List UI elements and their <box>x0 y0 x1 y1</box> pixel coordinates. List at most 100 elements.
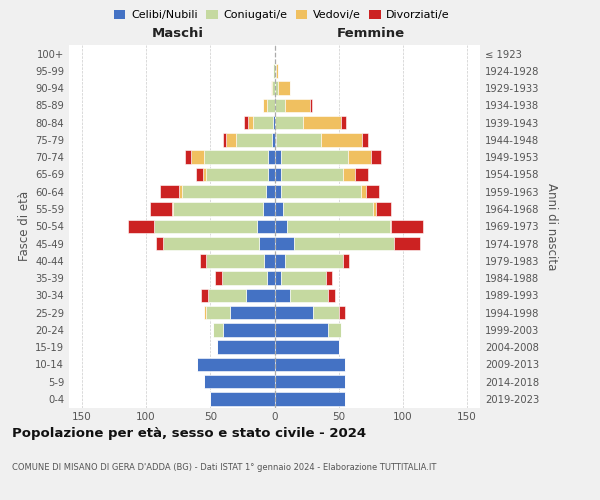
Bar <box>328 323 341 336</box>
Text: Femmine: Femmine <box>337 27 405 40</box>
Bar <box>313 306 339 320</box>
Bar <box>272 133 275 146</box>
Bar <box>275 168 281 181</box>
Bar <box>275 185 281 198</box>
Bar <box>310 98 312 112</box>
Bar <box>208 288 246 302</box>
Bar <box>200 254 206 268</box>
Bar <box>281 185 361 198</box>
Bar <box>328 288 335 302</box>
Bar <box>285 98 310 112</box>
Bar <box>157 237 163 250</box>
Bar <box>163 237 259 250</box>
Bar <box>128 220 154 233</box>
Bar <box>326 272 332 285</box>
Bar <box>223 323 275 336</box>
Text: Popolazione per età, sesso e stato civile - 2024: Popolazione per età, sesso e stato civil… <box>12 428 366 440</box>
Bar <box>204 375 275 388</box>
Text: Maschi: Maschi <box>152 27 204 40</box>
Bar <box>273 64 275 78</box>
Bar <box>371 150 381 164</box>
Bar <box>213 323 223 336</box>
Bar <box>150 202 172 215</box>
Bar <box>275 237 294 250</box>
Bar <box>201 288 208 302</box>
Bar <box>361 185 365 198</box>
Bar <box>185 150 191 164</box>
Legend: Celibi/Nubili, Coniugati/e, Vedovi/e, Divorziati/e: Celibi/Nubili, Coniugati/e, Vedovi/e, Di… <box>110 6 454 25</box>
Bar <box>391 220 424 233</box>
Bar <box>206 306 230 320</box>
Bar <box>275 340 339 354</box>
Bar <box>339 306 345 320</box>
Bar <box>281 150 348 164</box>
Bar <box>341 116 346 130</box>
Bar <box>281 168 343 181</box>
Bar <box>248 116 253 130</box>
Bar <box>263 98 267 112</box>
Bar <box>275 358 345 371</box>
Bar <box>355 168 368 181</box>
Bar <box>154 220 257 233</box>
Bar <box>236 133 272 146</box>
Bar <box>394 237 419 250</box>
Bar <box>204 306 206 320</box>
Bar <box>204 150 268 164</box>
Bar <box>281 272 326 285</box>
Bar <box>303 116 341 130</box>
Bar <box>283 202 373 215</box>
Bar <box>179 185 182 198</box>
Bar <box>290 288 328 302</box>
Bar <box>275 323 328 336</box>
Y-axis label: Fasce di età: Fasce di età <box>18 191 31 262</box>
Bar <box>294 237 394 250</box>
Bar <box>263 202 275 215</box>
Bar <box>267 272 275 285</box>
Bar <box>196 168 203 181</box>
Bar <box>272 82 275 95</box>
Bar <box>275 392 345 406</box>
Bar <box>275 375 345 388</box>
Bar <box>226 133 236 146</box>
Bar <box>230 306 275 320</box>
Text: COMUNE DI MISANO DI GERA D'ADDA (BG) - Dati ISTAT 1° gennaio 2024 - Elaborazione: COMUNE DI MISANO DI GERA D'ADDA (BG) - D… <box>12 462 436 471</box>
Bar <box>276 64 278 78</box>
Bar <box>182 185 266 198</box>
Y-axis label: Anni di nascita: Anni di nascita <box>545 182 558 270</box>
Bar <box>173 202 263 215</box>
Bar <box>267 98 275 112</box>
Bar <box>343 168 355 181</box>
Bar <box>275 64 276 78</box>
Bar <box>287 220 390 233</box>
Bar <box>222 272 267 285</box>
Bar <box>259 237 275 250</box>
Bar <box>268 168 275 181</box>
Bar <box>191 150 204 164</box>
Bar <box>275 272 281 285</box>
Bar <box>348 150 371 164</box>
Bar <box>321 133 362 146</box>
Bar <box>160 185 179 198</box>
Bar <box>365 185 379 198</box>
Bar <box>275 254 285 268</box>
Bar <box>223 133 226 146</box>
Bar <box>373 202 376 215</box>
Bar <box>276 133 321 146</box>
Bar <box>203 168 206 181</box>
Bar <box>197 358 275 371</box>
Bar <box>343 254 349 268</box>
Bar <box>275 116 303 130</box>
Bar <box>275 220 287 233</box>
Bar <box>390 220 391 233</box>
Bar <box>246 288 275 302</box>
Bar <box>362 133 368 146</box>
Bar <box>275 133 276 146</box>
Bar <box>376 202 391 215</box>
Bar <box>271 82 272 95</box>
Bar <box>215 272 222 285</box>
Bar <box>244 116 248 130</box>
Bar <box>268 150 275 164</box>
Bar <box>217 340 275 354</box>
Bar <box>275 306 313 320</box>
Bar <box>275 82 278 95</box>
